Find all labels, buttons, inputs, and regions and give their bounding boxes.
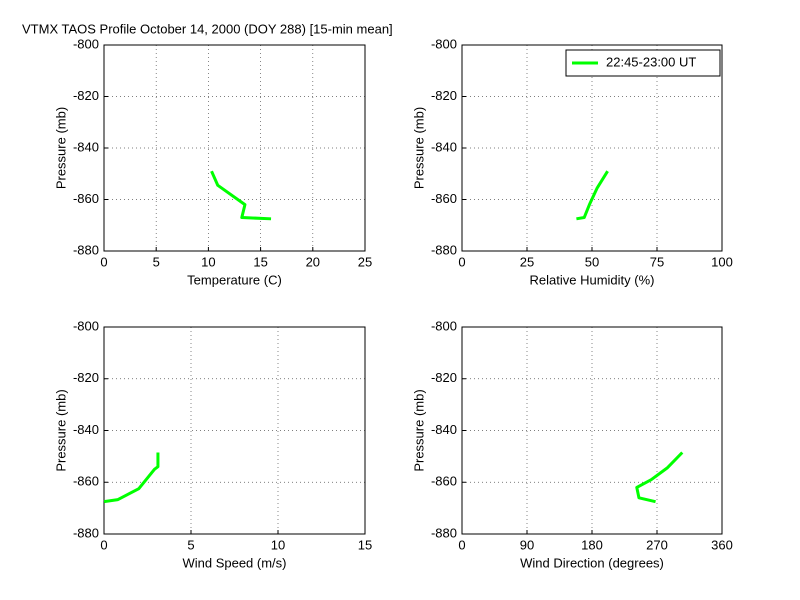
x-tick-label: 25: [358, 254, 372, 269]
y-tick-label: -800: [431, 36, 457, 51]
y-axis-label: Pressure (mb): [53, 389, 68, 471]
y-tick-label: -880: [73, 242, 99, 257]
x-tick-label: 180: [581, 537, 603, 552]
x-tick-label: 15: [253, 254, 267, 269]
y-tick-label: -820: [431, 370, 457, 385]
y-tick-label: -800: [73, 318, 99, 333]
x-axis-label: Wind Direction (degrees): [520, 555, 664, 570]
data-line: [210, 170, 272, 221]
figure-title: VTMX TAOS Profile October 14, 2000 (DOY …: [22, 21, 393, 36]
x-tick-label: 25: [520, 254, 534, 269]
axes-frame: [103, 44, 366, 252]
y-tick-label: -840: [431, 139, 457, 154]
subplot: 0 25 50 75 100 -880 -860 -840 -820 -800 Relative H…: [411, 36, 732, 287]
x-tick-label: 100: [711, 254, 733, 269]
x-tick-label: 90: [520, 537, 534, 552]
subplot: 0 90 180 270 360 -880 -860 -840 -820 -800 Wind Dir…: [411, 318, 732, 570]
x-tick-label: 270: [646, 537, 668, 552]
y-tick-label: -820: [431, 88, 457, 103]
subplot: 0 5 10 15 -880 -860 -840 -820 -800 Wind Speed (m/…: [53, 318, 372, 570]
x-axis-label: Wind Speed (m/s): [182, 555, 286, 570]
x-tick-label: 20: [306, 254, 320, 269]
y-tick-label: -860: [431, 191, 457, 206]
axes-frame: [461, 326, 723, 535]
y-axis-label: Pressure (mb): [53, 107, 68, 189]
data-line: [103, 452, 160, 504]
data-line: [635, 451, 684, 504]
data-line: [576, 170, 609, 221]
x-tick-label: 10: [201, 254, 215, 269]
y-tick-label: -820: [73, 88, 99, 103]
x-tick-label: 0: [458, 254, 465, 269]
y-tick-label: -880: [431, 242, 457, 257]
x-tick-label: 0: [458, 537, 465, 552]
y-axis-label: Pressure (mb): [411, 389, 426, 471]
y-tick-label: -860: [73, 191, 99, 206]
y-tick-label: -880: [73, 525, 99, 540]
subplot: 0 5 10 15 20 25 -880 -860 -840 -820 -800 Temperatur…: [53, 36, 372, 287]
y-tick-label: -820: [73, 370, 99, 385]
x-tick-label: 0: [100, 537, 107, 552]
x-tick-label: 75: [650, 254, 664, 269]
legend-label: 22:45-23:00 UT: [606, 54, 696, 69]
axes-frame: [103, 326, 366, 535]
y-axis-label: Pressure (mb): [411, 107, 426, 189]
x-tick-label: 0: [100, 254, 107, 269]
x-tick-label: 15: [358, 537, 372, 552]
x-axis-label: Relative Humidity (%): [530, 272, 655, 287]
y-tick-label: -800: [431, 318, 457, 333]
y-tick-label: -840: [73, 422, 99, 437]
axes-frame: [461, 44, 723, 252]
x-tick-label: 10: [271, 537, 285, 552]
x-tick-label: 50: [585, 254, 599, 269]
x-axis-label: Temperature (C): [187, 272, 282, 287]
y-tick-label: -860: [73, 474, 99, 489]
x-tick-label: 5: [153, 254, 160, 269]
y-tick-label: -860: [431, 474, 457, 489]
y-tick-label: -840: [73, 139, 99, 154]
x-tick-label: 360: [711, 537, 733, 552]
x-tick-label: 5: [187, 537, 194, 552]
y-tick-label: -800: [73, 36, 99, 51]
y-tick-label: -880: [431, 525, 457, 540]
y-tick-label: -840: [431, 422, 457, 437]
